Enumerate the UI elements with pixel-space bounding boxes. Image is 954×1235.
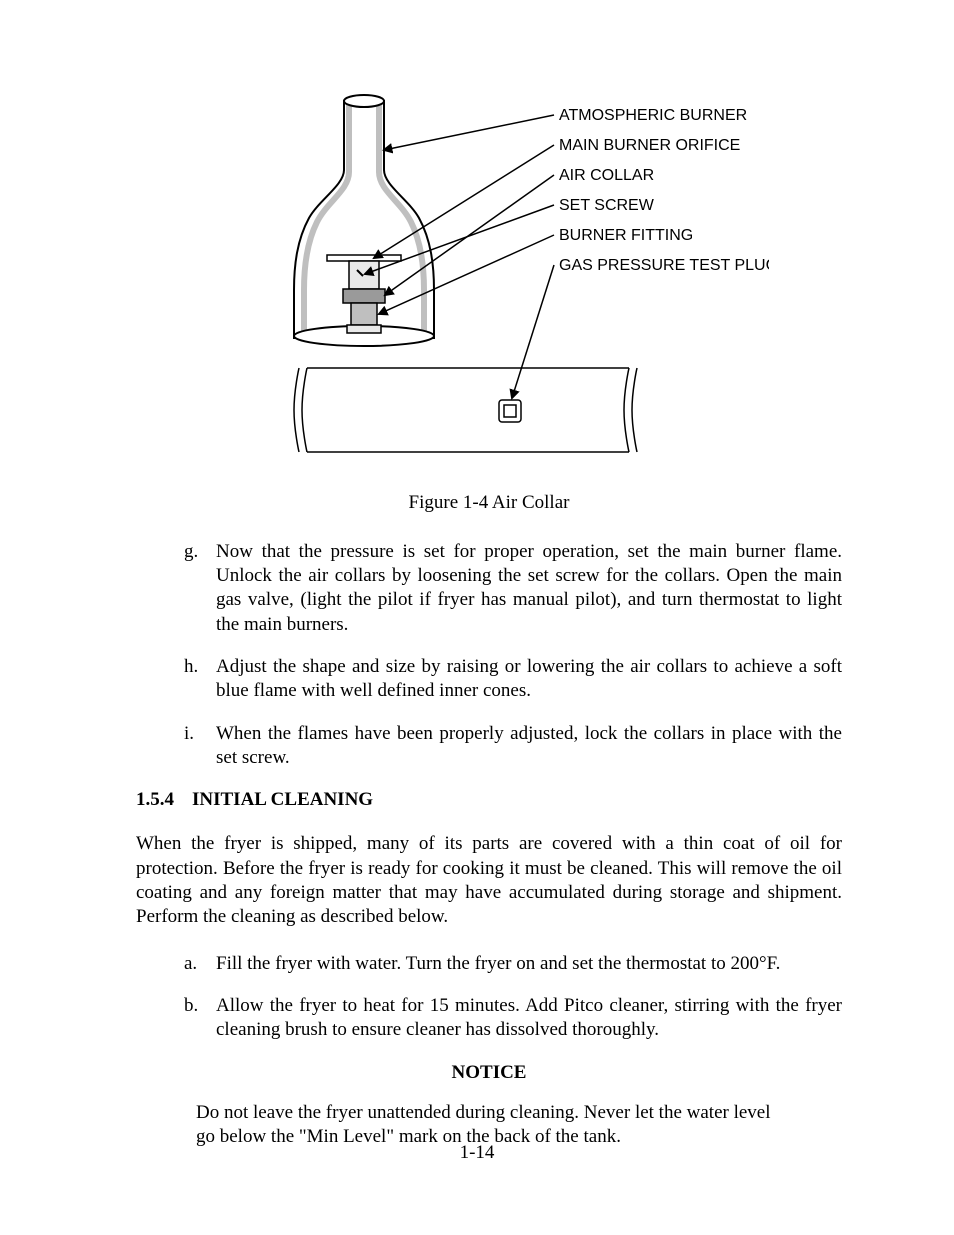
- air-collar-diagram: ATMOSPHERIC BURNER MAIN BURNER ORIFICE A…: [209, 90, 769, 470]
- label-gas-pressure-test-plug: GAS PRESSURE TEST PLUG: [559, 257, 769, 274]
- orifice-top-plate: [327, 255, 401, 261]
- burner-top-opening: [344, 95, 384, 107]
- section-number: 1.5.4: [136, 788, 174, 812]
- list-item-label: h.: [184, 655, 216, 679]
- list-item: g. Now that the pressure is set for prop…: [184, 540, 842, 637]
- list-item-label: a.: [184, 952, 216, 976]
- list-item: i. When the flames have been properly ad…: [184, 722, 842, 771]
- list-item-label: g.: [184, 540, 216, 564]
- section-title: INITIAL CLEANING: [192, 788, 373, 812]
- pipe-left-cap: [294, 368, 299, 452]
- leader-atmospheric-burner: [384, 115, 554, 150]
- orifice-neck: [349, 261, 379, 289]
- list-item-text: Adjust the shape and size by raising or …: [216, 655, 842, 704]
- figure-1-4: ATMOSPHERIC BURNER MAIN BURNER ORIFICE A…: [136, 90, 842, 477]
- list-item-label: i.: [184, 722, 216, 746]
- list-item-text: Allow the fryer to heat for 15 minutes. …: [216, 994, 842, 1043]
- page-number: 1-14: [0, 1141, 954, 1165]
- label-atmospheric-burner: ATMOSPHERIC BURNER: [559, 107, 747, 124]
- procedure-list-2: a. Fill the fryer with water. Turn the f…: [136, 952, 842, 1043]
- list-item: b. Allow the fryer to heat for 15 minute…: [184, 994, 842, 1043]
- list-item-text: When the flames have been properly adjus…: [216, 722, 842, 771]
- manual-page: ATMOSPHERIC BURNER MAIN BURNER ORIFICE A…: [0, 0, 954, 1235]
- label-burner-fitting: BURNER FITTING: [559, 227, 693, 244]
- leader-gas-pressure-test-plug: [512, 265, 554, 398]
- notice-heading: NOTICE: [136, 1061, 842, 1085]
- air-collar-ring: [343, 289, 385, 303]
- label-main-burner-orifice: MAIN BURNER ORIFICE: [559, 137, 740, 154]
- section-heading: 1.5.4 INITIAL CLEANING: [136, 788, 842, 812]
- figure-caption: Figure 1-4 Air Collar: [136, 491, 842, 515]
- list-item-text: Fill the fryer with water. Turn the frye…: [216, 952, 842, 976]
- pipe-right-cap: [632, 368, 637, 452]
- pipe-left-cap-inner: [302, 368, 307, 452]
- pipe-right-cap-inner: [624, 368, 629, 452]
- list-item-label: b.: [184, 994, 216, 1018]
- list-item: h. Adjust the shape and size by raising …: [184, 655, 842, 704]
- procedure-list-1: g. Now that the pressure is set for prop…: [136, 540, 842, 771]
- fitting-nut: [347, 325, 381, 333]
- section-intro-paragraph: When the fryer is shipped, many of its p…: [136, 832, 842, 929]
- list-item: a. Fill the fryer with water. Turn the f…: [184, 952, 842, 976]
- label-air-collar: AIR COLLAR: [559, 167, 654, 184]
- test-plug-inner: [504, 405, 516, 417]
- burner-fitting-block: [351, 303, 377, 325]
- label-set-screw: SET SCREW: [559, 197, 655, 214]
- list-item-text: Now that the pressure is set for proper …: [216, 540, 842, 637]
